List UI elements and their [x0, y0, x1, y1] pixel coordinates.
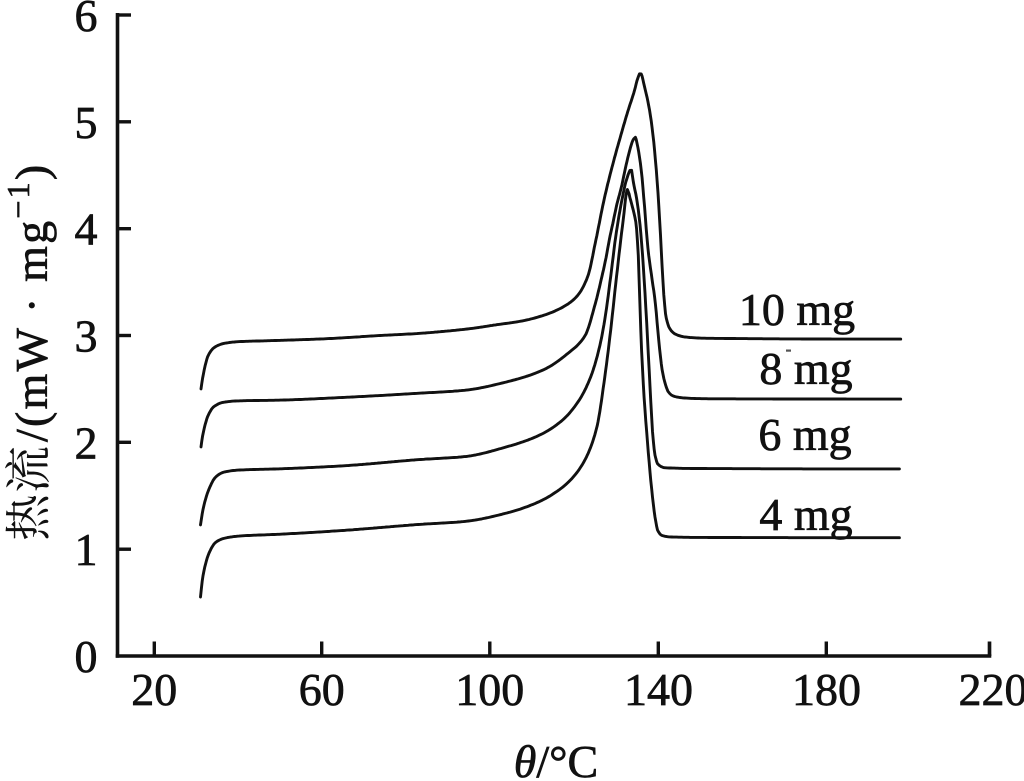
svg-text:0: 0 [75, 631, 98, 682]
svg-text:1: 1 [75, 524, 98, 575]
svg-text:6: 6 [75, 0, 98, 41]
svg-text:θ/°C: θ/°C [514, 736, 598, 781]
svg-text:220: 220 [959, 664, 1024, 715]
svg-text:140: 140 [624, 664, 693, 715]
svg-text:4: 4 [75, 204, 98, 255]
svg-text:3: 3 [75, 311, 98, 362]
svg-text:10 mg: 10 mg [739, 284, 855, 335]
svg-text:60: 60 [299, 664, 345, 715]
svg-text:5: 5 [75, 97, 98, 148]
svg-text:6 mg: 6 mg [758, 409, 851, 460]
svg-text:2: 2 [75, 417, 98, 468]
svg-text:180: 180 [792, 664, 861, 715]
svg-text:100: 100 [455, 664, 524, 715]
svg-text:20: 20 [131, 664, 177, 715]
svg-text:8 mg: 8 mg [759, 343, 852, 394]
svg-text:4 mg: 4 mg [759, 489, 852, 540]
